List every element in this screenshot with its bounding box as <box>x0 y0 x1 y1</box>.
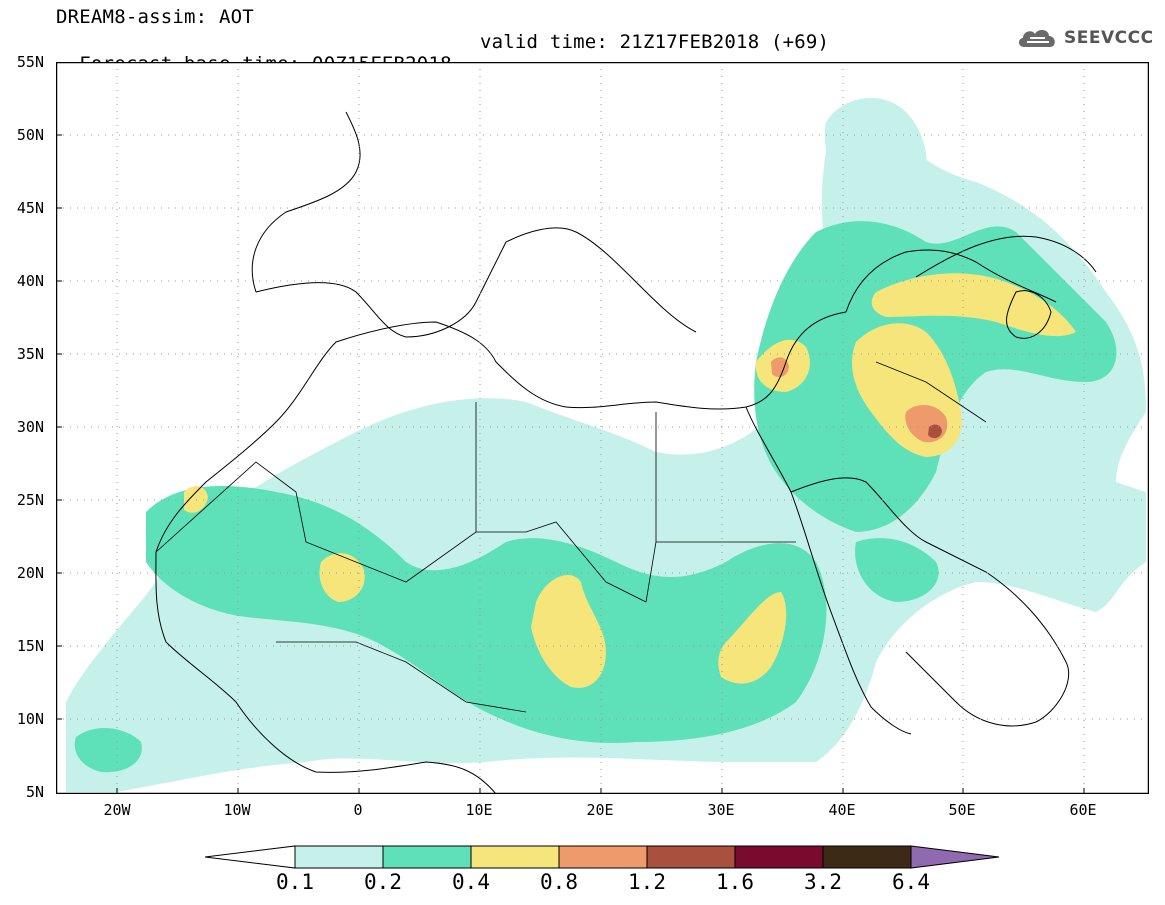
aot-region-peak-syria <box>771 357 789 378</box>
aot-region-high-caspian <box>871 273 1076 337</box>
colorbar-label-0-2: 0.2 <box>364 870 402 894</box>
colorbar-label-1-2: 1.2 <box>628 870 666 894</box>
lat-label-20n: 20N <box>16 564 44 582</box>
aot-region-mid-sahel <box>146 486 827 743</box>
lat-label-55n: 55N <box>16 53 44 71</box>
colorbar-arrow-low <box>205 845 296 869</box>
lat-label-25n: 25N <box>16 491 44 509</box>
colorbar-arrow-high <box>910 845 1000 869</box>
borders <box>155 361 987 713</box>
lon-label-0: 0 <box>353 801 363 819</box>
colorbar-label-0-4: 0.4 <box>452 870 490 894</box>
aot-region-peak-basra <box>928 424 942 439</box>
lat-label-30n: 30N <box>16 418 44 436</box>
colorbar-swatch-7 <box>822 845 912 869</box>
aot-region-low-north <box>824 98 927 209</box>
aot-region-mid-arabia <box>855 538 939 602</box>
colorbar-swatch-5 <box>646 845 736 869</box>
lat-label-40n: 40N <box>16 272 44 290</box>
lon-label-10w: 10W <box>223 801 251 819</box>
lat-label-15n: 15N <box>16 637 44 655</box>
lon-label-20e: 20E <box>586 801 614 819</box>
colorbar-swatch-1 <box>294 845 384 869</box>
brand-logo: SEEVCCC <box>1016 25 1154 51</box>
aot-region-high-sudan <box>718 592 787 684</box>
colorbar-swatch-2 <box>382 845 472 869</box>
colorbar-label-6-4: 6.4 <box>892 870 930 894</box>
colorbar <box>205 845 1000 869</box>
aot-region-high-mauritania <box>184 485 208 513</box>
lon-label-40e: 40E <box>828 801 856 819</box>
aot-field <box>66 98 1146 792</box>
map-frame <box>56 62 1149 794</box>
aot-map <box>56 62 1149 794</box>
colorbar-label-0-1: 0.1 <box>276 870 314 894</box>
gridlines <box>56 62 1149 794</box>
aot-region-high-chad <box>531 574 606 688</box>
lon-label-10e: 10E <box>465 801 493 819</box>
colorbar-swatch-3 <box>470 845 560 869</box>
lon-label-20w: 20W <box>103 801 131 819</box>
coastlines <box>155 111 1097 794</box>
colorbar-label-0-8: 0.8 <box>540 870 578 894</box>
map-title: DREAM8-assim: AOT <box>56 6 254 28</box>
lat-label-10n: 10N <box>16 710 44 728</box>
lat-label-50n: 50N <box>16 126 44 144</box>
aot-region-high-mali <box>319 553 365 602</box>
lat-label-45n: 45N <box>16 199 44 217</box>
colorbar-label-1-6: 1.6 <box>716 870 754 894</box>
lon-label-50e: 50E <box>948 801 976 819</box>
lat-label-5n: 5N <box>25 783 44 801</box>
colorbar-label-3-2: 3.2 <box>804 870 842 894</box>
lat-label-35n: 35N <box>16 345 44 363</box>
colorbar-swatch-6 <box>734 845 824 869</box>
cloud-icon <box>1018 30 1055 47</box>
valid-time: valid time: 21Z17FEB2018 (+69) <box>480 31 830 53</box>
aot-region-mid-atlantic <box>74 727 142 773</box>
brand-name: SEEVCCC <box>1064 28 1154 48</box>
lon-label-60e: 60E <box>1069 801 1097 819</box>
lon-label-30e: 30E <box>707 801 735 819</box>
colorbar-swatch-4 <box>558 845 648 869</box>
